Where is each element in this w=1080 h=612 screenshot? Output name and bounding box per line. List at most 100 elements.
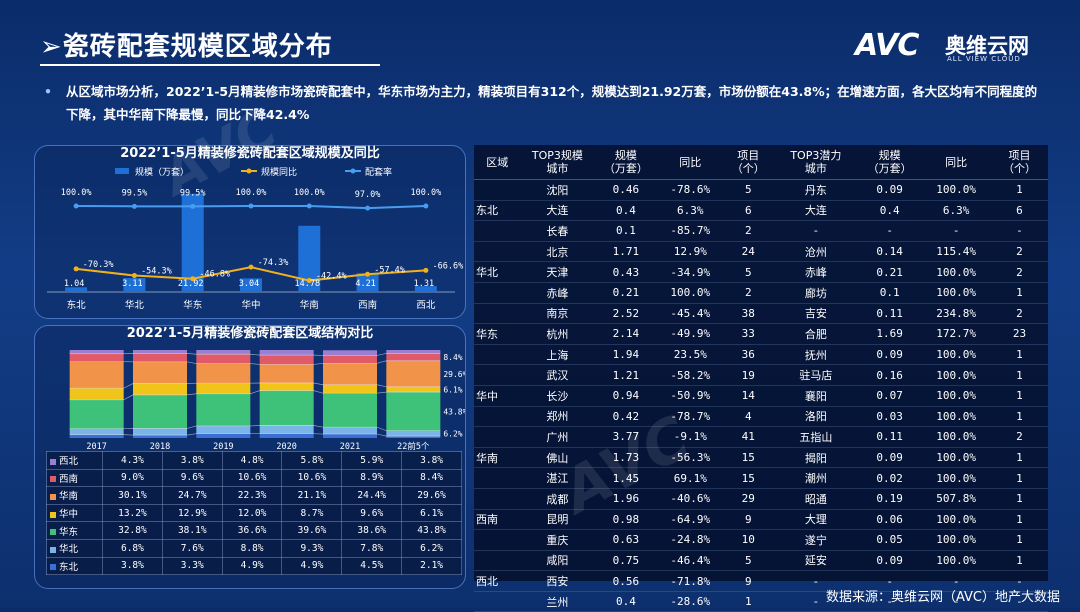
share-cell: 24.7%: [161, 486, 223, 505]
rate-label: 99.5%: [180, 188, 206, 198]
page-header: ➢瓷砖配套规模区域分布 AVC 奥维云网 ALL VIEW CLOUD: [0, 0, 1080, 70]
share-cell: 8.7%: [281, 503, 343, 523]
table-cell: 沧州: [773, 241, 859, 263]
table-cell: 0.94: [594, 385, 658, 407]
scale-chart: 规模（万套） 规模同比 配套率 100.0% 99.5% 99.5% 100.0% 100.0…: [47, 166, 463, 311]
stack-华东-2020: [259, 390, 314, 426]
yoy-point: [248, 264, 254, 270]
table-cell: 丹东: [773, 179, 859, 201]
legend-label: 规模（万套）: [135, 166, 189, 178]
table-cell: 1: [990, 447, 1048, 469]
table-cell: 0.09: [858, 447, 922, 469]
table-cell: -: [990, 220, 1048, 242]
yoy-label: -54.3%: [141, 267, 172, 277]
scale-chart-panel: 2022’1-5月精装修瓷砖配套区域规模及同比 规模（万套） 规模同比 配套率 100…: [34, 145, 466, 319]
table-cell: 1.69: [858, 323, 922, 345]
region-cell: [474, 529, 521, 551]
region-cell: [474, 303, 521, 325]
table-body: 沈阳 0.46 -78.6% 5 丹东 0.09 100.0% 1 东北 大连 0.4 6.3% 6 大连…: [474, 179, 1048, 612]
stack-东北-2017: [69, 434, 124, 438]
legend-swatch: [50, 564, 56, 571]
table-cell: -49.9%: [657, 323, 723, 345]
share-cell: 3.8%: [102, 556, 163, 576]
year-label: 22前5个: [397, 441, 430, 452]
table-cell: 0.03: [858, 406, 922, 428]
region-label: 华东: [59, 526, 79, 538]
legend-swatch: [50, 458, 56, 465]
stack-华中-22前5个: [386, 386, 441, 393]
stack-西北-2018: [133, 350, 187, 354]
share-cell: 24.4%: [341, 486, 403, 505]
table-row: 南京 2.52 -45.4% 38 吉安 0.11 234.8% 2: [474, 303, 1048, 325]
connector-line: [69, 390, 441, 401]
table-cell: -24.8%: [657, 529, 723, 551]
stack-西北-22前5个: [386, 350, 441, 354]
table-cell: 0.4: [594, 200, 658, 222]
table-cell: 100.0%: [921, 426, 991, 448]
table-cell: 23.5%: [657, 344, 723, 366]
table-row: 华南 佛山 1.73 -56.3% 15 揭阳 0.09 100.0% 1: [474, 447, 1048, 469]
region-label: 华南: [59, 491, 79, 503]
table-cell: 佛山: [520, 447, 595, 469]
bar-value-label: 4.21: [355, 279, 375, 289]
table-cell: 0.09: [858, 344, 922, 366]
bar-西北: [414, 286, 437, 292]
scale-chart-title: 2022’1-5月精装修瓷砖配套区域规模及同比: [120, 146, 380, 161]
table-cell: 0.09: [858, 179, 922, 201]
stack-东北-2018: [133, 435, 187, 438]
share-cell: 9.6%: [161, 468, 223, 488]
table-row: 长春 0.1 -85.7% 2- - - -: [474, 220, 1048, 242]
column-header: 同比: [921, 145, 991, 180]
table-cell: 1.71: [594, 241, 658, 263]
year-label: 2017: [86, 442, 106, 452]
share-cell: 2.1%: [401, 556, 462, 576]
share-cell: 10.6%: [221, 468, 283, 488]
table-cell: 100.0%: [921, 447, 991, 469]
title-underline: [40, 64, 380, 66]
region-cell: [474, 179, 521, 201]
yoy-label: -57.4%: [374, 265, 405, 275]
stack-华北-2019: [196, 425, 251, 434]
table-cell: 天津: [520, 261, 595, 283]
stack-西南-2021: [323, 355, 377, 364]
logo-name-cn: 奥维云网: [945, 34, 1029, 58]
table-cell: 10: [722, 529, 774, 551]
share-cell: 3.8%: [401, 451, 462, 470]
connector-line: [69, 352, 441, 356]
table-row: 北京 1.71 12.9% 24 沧州 0.14 115.4% 2: [474, 241, 1048, 263]
table-cell: 吉安: [773, 303, 859, 325]
table-cell: 1.73: [594, 447, 658, 469]
bar-value-label: 21.92: [178, 279, 204, 289]
table-row: 东北 大连 0.4 6.3% 6 大连 0.4 6.3% 6: [474, 200, 1048, 222]
category-label: 华南: [300, 299, 319, 311]
page-title: ➢瓷砖配套规模区域分布: [40, 32, 333, 62]
table-row: 华北 天津 0.43 -34.9% 5 赤峰 0.21 100.0% 2: [474, 261, 1048, 283]
structure-table-grid: 西北 4.3% 3.8% 4.8% 5.8% 5.9% 3.8% 西南 9.0% 9.6% 10.6…: [46, 451, 462, 576]
table-cell: 长春: [520, 220, 595, 242]
table-cell: -85.7%: [657, 220, 723, 242]
table-cell: -64.9%: [657, 509, 723, 531]
table-cell: 1: [990, 385, 1048, 407]
share-cell: 13.2%: [102, 503, 163, 523]
stack-华中-2019: [196, 383, 251, 394]
share-cell: 36.6%: [221, 521, 283, 540]
share-cell: 5.8%: [281, 451, 343, 470]
table-cell: 咸阳: [520, 550, 595, 572]
share-cell: 12.9%: [161, 503, 223, 523]
table-row: 成都 1.96 -40.6% 29 昭通 0.19 507.8% 1: [474, 488, 1048, 510]
share-cell: 7.6%: [161, 538, 223, 558]
stack-华南-2020: [259, 364, 314, 383]
table-cell: 6: [990, 200, 1048, 222]
table-cell: 29: [722, 488, 774, 510]
table-cell: 1: [990, 509, 1048, 531]
row-legend: 华东: [46, 521, 103, 540]
table-cell: 19: [722, 364, 774, 386]
row-legend: 东北: [46, 556, 103, 576]
structure-chart-title: 2022’1-5月精装修瓷砖配套区域结构对比: [126, 326, 374, 341]
table-cell: 武汉: [520, 364, 595, 386]
share-cell: 9.6%: [341, 503, 403, 523]
region-cell: 华南: [474, 447, 521, 469]
table-cell: 33: [722, 323, 774, 345]
table-cell: 100.0%: [921, 344, 991, 366]
bar-value-label: 1.31: [414, 279, 434, 289]
